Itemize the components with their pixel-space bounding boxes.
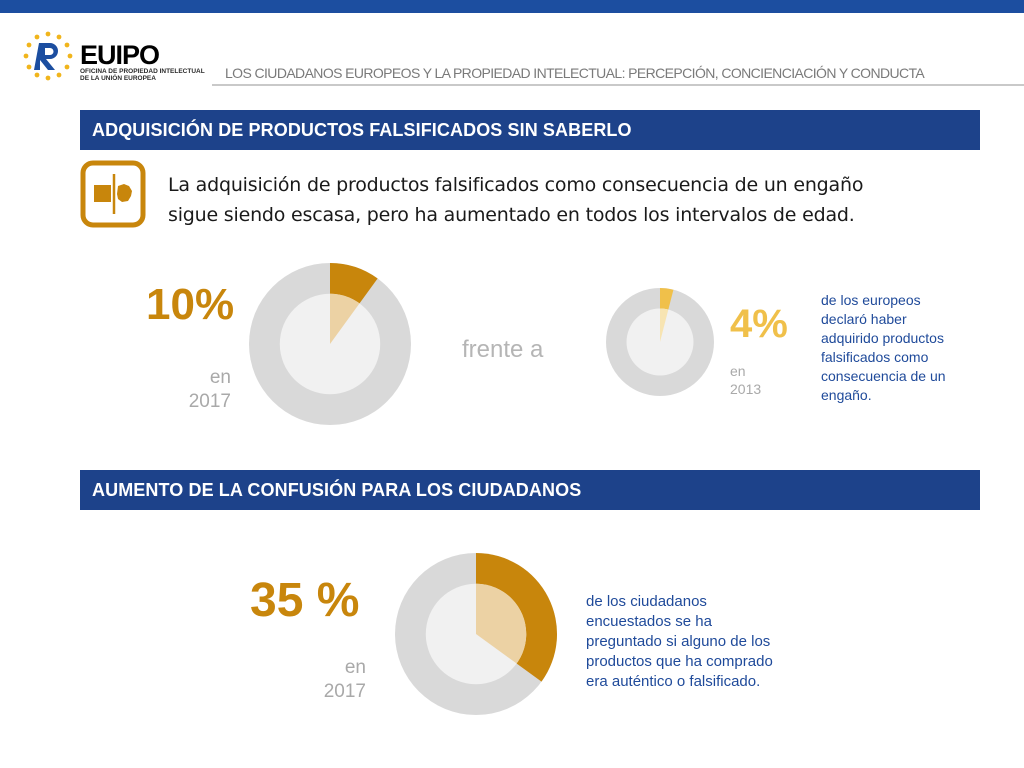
stat-2017-value: 10% bbox=[146, 280, 235, 329]
donut-inner-slice bbox=[476, 583, 527, 664]
donut-inner-slice bbox=[330, 293, 360, 344]
header-divider bbox=[212, 84, 1024, 86]
page-header-title: LOS CIUDADANOS EUROPEOS Y LA PROPIEDAD I… bbox=[225, 65, 925, 81]
euipo-stars-emblem-icon bbox=[23, 31, 73, 81]
split-product-icon bbox=[80, 160, 146, 228]
euipo-logo: EUIPO OFICINA DE PROPIEDAD INTELECTUAL D… bbox=[22, 30, 212, 90]
section2-description: de los ciudadanos encuestados se ha preg… bbox=[586, 593, 773, 690]
versus-label: frente a bbox=[462, 336, 544, 363]
top-accent-bar bbox=[0, 0, 1024, 13]
section-heading-counterfeit-unknowingly: ADQUISICIÓN DE PRODUCTOS FALSIFICADOS SI… bbox=[80, 110, 980, 150]
stat-2013-value: 4% bbox=[730, 302, 788, 346]
donut-inner-slice bbox=[660, 308, 669, 342]
donut-chart-confusion-2017 bbox=[395, 553, 557, 715]
logo-subtitle: OFICINA DE PROPIEDAD INTELECTUAL DE LA U… bbox=[80, 68, 205, 82]
section1-description: de los europeos declaró haber adquirido … bbox=[821, 292, 946, 403]
stat-2017-year: en 2017 bbox=[188, 367, 231, 412]
stat-2013-year: en 2013 bbox=[730, 363, 762, 397]
logo-wordmark: EUIPO bbox=[80, 40, 160, 70]
stat-confusion-value: 35 % bbox=[250, 574, 360, 627]
section1-intro-text: La adquisición de productos falsificados… bbox=[168, 174, 864, 226]
stat-confusion-year: en 2017 bbox=[323, 657, 366, 702]
section-heading-citizen-confusion: AUMENTO DE LA CONFUSIÓN PARA LOS CIUDADA… bbox=[80, 470, 980, 510]
donut-chart-2017 bbox=[249, 263, 411, 425]
donut-chart-2013 bbox=[606, 288, 714, 396]
